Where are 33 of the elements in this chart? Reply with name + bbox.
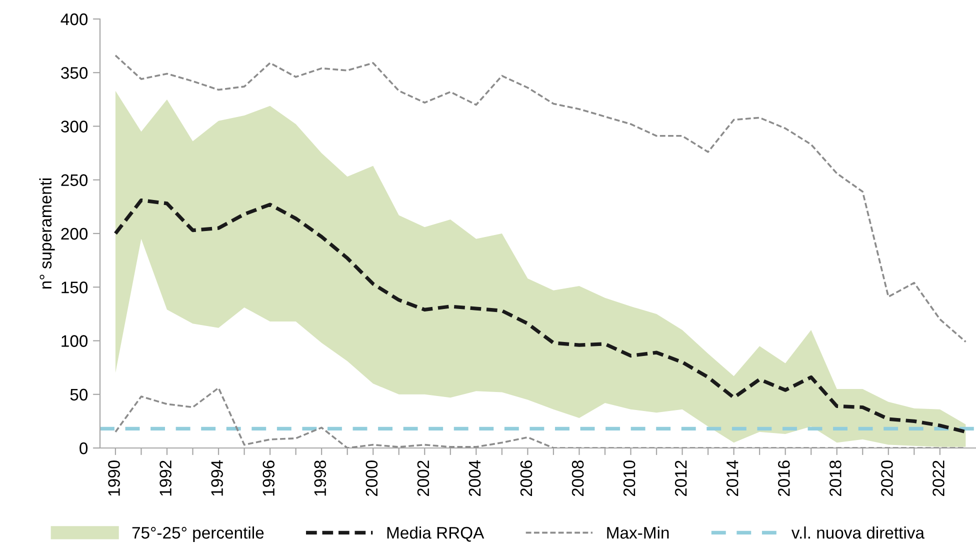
legend-label: Max-Min <box>607 526 669 539</box>
y-tick-label: 150 <box>62 282 88 294</box>
y-tick-label: 100 <box>62 335 88 347</box>
y-axis-title: n° superamenti <box>39 178 55 289</box>
y-tick-label: 200 <box>61 228 88 240</box>
line-series <box>114 198 968 434</box>
y-tick-label: 400 <box>60 13 88 26</box>
legend-label: Media RRQA <box>387 526 484 542</box>
line-series <box>114 54 967 343</box>
x-tick-label: 2008 <box>572 460 584 496</box>
x-tick-label: 1994 <box>211 460 223 496</box>
x-tick-label: 2012 <box>674 460 687 496</box>
x-tick-label: 2018 <box>830 460 842 496</box>
x-tick-label: 2006 <box>520 460 532 496</box>
text: 75°-25° percentile <box>132 526 264 542</box>
x-tick-label: 1998 <box>314 460 326 496</box>
y-tick-label: 0 <box>80 442 88 454</box>
y-tick-label: 300 <box>61 120 88 132</box>
x-tick-label: 2004 <box>468 460 481 496</box>
x-tick-label: 1990 <box>108 460 120 496</box>
legend-label: v.l. nuova direttiva <box>791 526 925 539</box>
y-tick-label: 250 <box>61 174 88 186</box>
x-tick-label: 2002 <box>417 460 430 496</box>
x-tick-label: 1992 <box>160 460 172 496</box>
y-tick-label: 350 <box>61 67 88 79</box>
x-tick-label: 2000 <box>366 460 378 496</box>
x-tick-label: 2016 <box>778 460 790 496</box>
x-tick-label: 2014 <box>726 460 738 496</box>
x-tick-label: 2022 <box>932 460 944 496</box>
x-tick-label: 2010 <box>623 460 636 496</box>
y-tick-label: 50 <box>70 388 88 401</box>
x-tick-label: 1996 <box>262 460 275 496</box>
x-tick-label: 2020 <box>881 460 893 496</box>
